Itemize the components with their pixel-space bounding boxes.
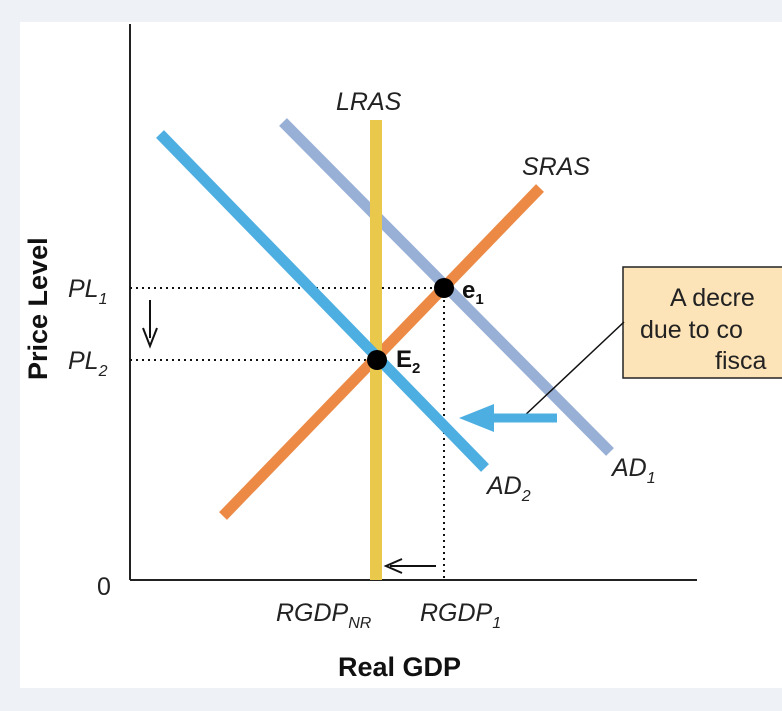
price-drop-arrow-head: [142, 327, 158, 349]
e2-label: E2: [396, 346, 420, 377]
equilibrium-point-e1: [434, 278, 454, 298]
x-axis-title: Real GDP: [338, 652, 461, 682]
shift-arrow-head: [459, 404, 494, 432]
equilibrium-point-e2: [367, 350, 387, 370]
rgdp-nr-label: RGDPNR: [276, 599, 372, 632]
gdp-drop-arrow-head: [383, 558, 403, 574]
ad2-curve: [156, 130, 489, 472]
e1-label: e1: [462, 277, 484, 308]
ad2-label: AD2: [485, 472, 531, 505]
pl1-label: PL1: [68, 275, 108, 308]
lras-label: LRAS: [336, 88, 402, 116]
sras-label: SRAS: [522, 153, 590, 181]
ad1-label: AD1: [610, 454, 656, 487]
callout-line-2: due to co: [640, 316, 743, 344]
callout-line-1: A decre: [670, 284, 755, 312]
rgdp1-label: RGDP1: [420, 599, 501, 632]
origin-label: 0: [97, 573, 111, 601]
y-axis-title: Price Level: [23, 237, 53, 380]
callout-pointer-line: [521, 321, 625, 419]
callout-line-3: fisca: [715, 347, 767, 375]
pl2-label: PL2: [68, 347, 108, 380]
